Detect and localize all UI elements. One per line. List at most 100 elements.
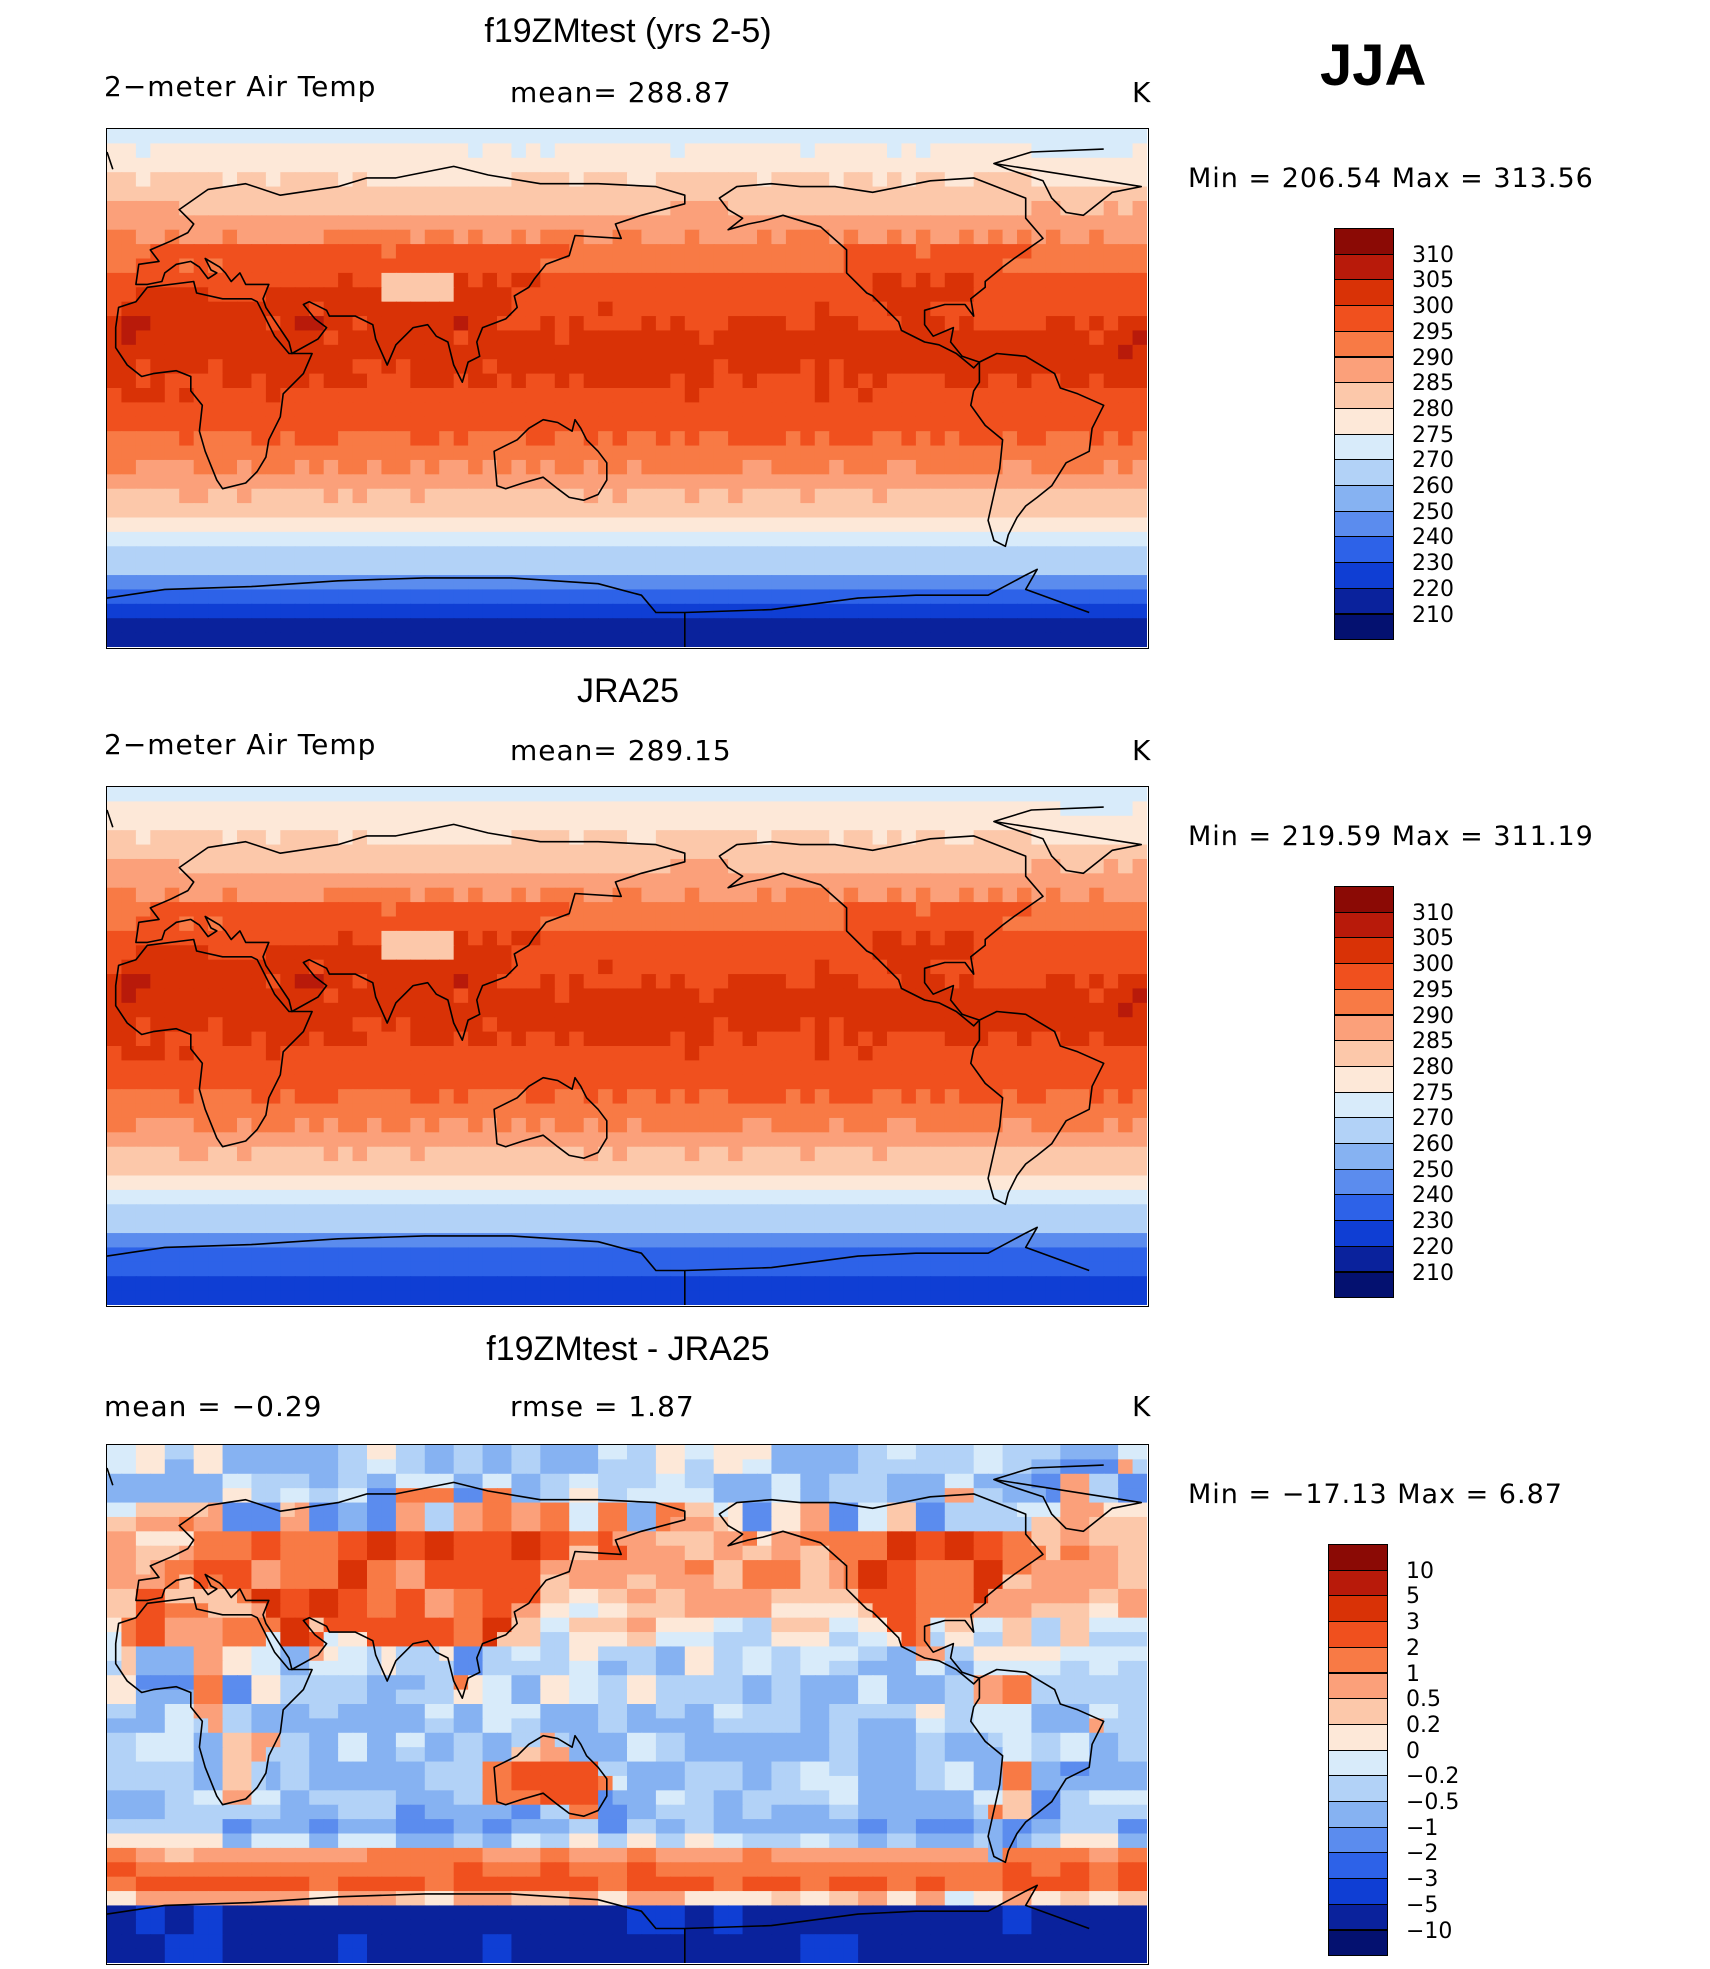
reanalysis-min-max: Min = 219.59 Max = 311.19 xyxy=(1188,821,1594,852)
colorbar-tick-label: 310 xyxy=(1412,242,1454,268)
colorbar-tick-label: 10 xyxy=(1406,1558,1434,1584)
coastline-samerica xyxy=(970,1668,1105,1864)
colorbar-swatch xyxy=(1334,1194,1394,1222)
colorbar-tick-label: 250 xyxy=(1412,1157,1454,1183)
coastline-eurasia xyxy=(135,165,686,383)
colorbar-swatch xyxy=(1334,1245,1394,1273)
colorbar-tick-label: 5 xyxy=(1406,1584,1420,1610)
colorbar-tick-label: 285 xyxy=(1412,1029,1454,1055)
colorbar-swatch xyxy=(1328,1903,1388,1931)
colorbar-tick-label: 230 xyxy=(1412,1209,1454,1235)
colorbar-tick-label: 275 xyxy=(1412,422,1454,448)
colorbar-swatch xyxy=(1328,1929,1388,1957)
colorbar-swatch xyxy=(1334,562,1394,589)
colorbar-tick-label: 230 xyxy=(1412,551,1454,577)
reanalysis-temperature-map xyxy=(106,786,1149,1307)
map-canvas xyxy=(107,1445,1147,1963)
colorbar-swatch xyxy=(1328,1878,1388,1905)
colorbar-tick-label: 220 xyxy=(1412,576,1454,602)
difference-temperature-map xyxy=(106,1444,1149,1965)
colorbar-tick-label: 300 xyxy=(1412,294,1454,320)
colorbar-swatch xyxy=(1334,510,1394,538)
colorbar-swatch xyxy=(1334,1220,1394,1247)
colorbar-swatch xyxy=(1334,587,1394,615)
panel-title-model: f19ZMtest (yrs 2-5) xyxy=(484,12,772,50)
colorbar-swatch xyxy=(1334,963,1394,990)
colorbar-tick-label: 220 xyxy=(1412,1234,1454,1260)
colorbar-tick-label: 210 xyxy=(1412,1260,1454,1286)
colorbar-swatch xyxy=(1334,988,1394,1016)
coastline-antarctica xyxy=(107,568,1090,647)
colorbar-swatch xyxy=(1334,1117,1394,1144)
colorbar-swatch xyxy=(1328,1621,1388,1648)
coastline-antarctica xyxy=(107,1226,1090,1305)
model-min-max: Min = 206.54 Max = 313.56 xyxy=(1188,163,1594,194)
colorbar-tick-label: 295 xyxy=(1412,319,1454,345)
panel-mean-label: mean= 289.15 xyxy=(510,734,732,767)
colorbar-tick-label: 250 xyxy=(1412,499,1454,525)
model-temperature-map xyxy=(106,128,1149,649)
colorbar-swatch xyxy=(1334,1040,1394,1067)
colorbar-swatch xyxy=(1328,1801,1388,1828)
panel-units-label: K xyxy=(1132,76,1152,109)
coastline-greenland xyxy=(107,148,1142,217)
colorbar-tick-label: 295 xyxy=(1412,977,1454,1003)
colorbar-swatch xyxy=(1328,1852,1388,1880)
coastline-antarctica xyxy=(107,1884,1090,1963)
colorbar-tick-label: 305 xyxy=(1412,268,1454,294)
colorbar-swatch xyxy=(1334,1143,1394,1170)
colorbar-swatch xyxy=(1334,911,1394,939)
panel-units-label: K xyxy=(1132,734,1152,767)
colorbar-swatch xyxy=(1334,253,1394,281)
coastline-eurasia xyxy=(135,1481,686,1699)
colorbar-tick-label: −10 xyxy=(1406,1918,1453,1944)
colorbar-swatch xyxy=(1328,1544,1388,1571)
colorbar-swatch xyxy=(1334,1168,1394,1196)
colorbar-tick-label: 260 xyxy=(1412,474,1454,499)
colorbar-tick-label: 300 xyxy=(1412,952,1454,978)
colorbar-swatch xyxy=(1328,1826,1388,1854)
coastline-eurasia xyxy=(135,823,686,1041)
colorbar-swatch xyxy=(1334,613,1394,641)
colorbar-tick-label: 280 xyxy=(1412,396,1454,422)
colorbar-tick-label: 270 xyxy=(1412,448,1454,474)
colorbar-tick-label: 275 xyxy=(1412,1080,1454,1106)
map-field xyxy=(107,787,1147,1305)
panel-title-reanalysis: JRA25 xyxy=(576,672,680,710)
colorbar-swatch xyxy=(1334,433,1394,461)
coastline-africa xyxy=(114,1596,313,1806)
colorbar-tick-label: −3 xyxy=(1406,1867,1439,1893)
coastline-samerica xyxy=(970,1010,1105,1206)
colorbar-swatch xyxy=(1334,279,1394,307)
colorbar-swatch xyxy=(1328,1672,1388,1700)
colorbar-swatch xyxy=(1334,536,1394,564)
colorbar-tick-label: 0.2 xyxy=(1406,1712,1441,1738)
colorbar-tick-label: 210 xyxy=(1412,602,1454,628)
colorbar-tick-label: 3 xyxy=(1406,1610,1420,1636)
colorbar-swatch xyxy=(1334,1014,1394,1042)
colorbar-tick-label: −0.2 xyxy=(1406,1764,1460,1790)
colorbar-tick-label: 310 xyxy=(1412,900,1454,926)
map-field xyxy=(107,129,1147,647)
colorbar-swatch xyxy=(1328,1698,1388,1725)
colorbar-tick-label: 0 xyxy=(1406,1738,1420,1764)
colorbar-tick-label: 280 xyxy=(1412,1054,1454,1080)
coastline-africa xyxy=(114,280,313,490)
colorbar-swatch xyxy=(1328,1723,1388,1751)
colorbar-swatch xyxy=(1328,1775,1388,1802)
panel-mean-label: mean= 288.87 xyxy=(510,76,732,109)
panel-mean-difference-label: mean = −0.29 xyxy=(104,1390,323,1423)
coastline-greenland xyxy=(107,1464,1142,1533)
colorbar-tick-label: −1 xyxy=(1406,1815,1439,1841)
coastline-greenland xyxy=(107,806,1142,875)
difference-min-max: Min = −17.13 Max = 6.87 xyxy=(1188,1479,1563,1510)
colorbar-swatch xyxy=(1334,886,1394,913)
colorbar-tick-label: 240 xyxy=(1412,525,1454,551)
colorbar-tick-label: 0.5 xyxy=(1406,1687,1441,1713)
coastline-namerica xyxy=(718,835,1044,1027)
colorbar-swatch xyxy=(1328,1646,1388,1674)
season-label: JJA xyxy=(1320,33,1427,98)
panel-units-label: K xyxy=(1132,1390,1152,1423)
map-canvas xyxy=(107,129,1147,647)
coastline-australia xyxy=(493,418,608,501)
